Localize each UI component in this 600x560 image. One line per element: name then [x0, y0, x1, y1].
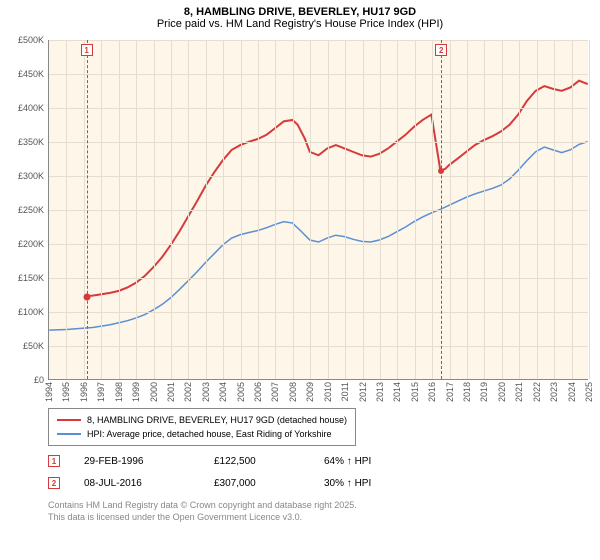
x-tick-label: 2014 — [392, 382, 402, 402]
y-tick-label: £200K — [8, 239, 44, 249]
x-tick-label: 2006 — [253, 382, 263, 402]
event-price-1: £122,500 — [214, 456, 324, 467]
y-tick-label: £50K — [8, 341, 44, 351]
attribution: Contains HM Land Registry data © Crown c… — [48, 500, 357, 523]
x-tick-label: 2001 — [166, 382, 176, 402]
event-flag-2: 2 — [435, 44, 447, 56]
x-tick-label: 2011 — [340, 382, 350, 401]
y-tick-label: £450K — [8, 69, 44, 79]
x-tick-label: 2013 — [375, 382, 385, 402]
x-tick-label: 2020 — [497, 382, 507, 402]
legend-label-price-paid: 8, HAMBLING DRIVE, BEVERLEY, HU17 9GD (d… — [87, 415, 347, 425]
legend-label-hpi: HPI: Average price, detached house, East… — [87, 429, 332, 439]
chart-title-block: 8, HAMBLING DRIVE, BEVERLEY, HU17 9GD Pr… — [0, 0, 600, 34]
event-marker-1: 1 — [48, 455, 60, 467]
legend: 8, HAMBLING DRIVE, BEVERLEY, HU17 9GD (d… — [48, 408, 356, 446]
plot-area: 12 — [48, 40, 588, 380]
legend-row-price-paid: 8, HAMBLING DRIVE, BEVERLEY, HU17 9GD (d… — [57, 413, 347, 427]
x-tick-label: 2017 — [445, 382, 455, 402]
x-tick-label: 2005 — [236, 382, 246, 402]
legend-swatch-hpi — [57, 433, 81, 435]
event-vline-1 — [87, 40, 88, 379]
y-tick-label: £150K — [8, 273, 44, 283]
chart-title-line1: 8, HAMBLING DRIVE, BEVERLEY, HU17 9GD — [0, 6, 600, 18]
y-tick-label: £0 — [8, 375, 44, 385]
x-tick-label: 2019 — [479, 382, 489, 402]
y-tick-label: £100K — [8, 307, 44, 317]
x-tick-label: 2023 — [549, 382, 559, 402]
x-tick-label: 2024 — [567, 382, 577, 402]
series-line-price_paid — [87, 81, 588, 296]
x-tick-label: 2003 — [201, 382, 211, 402]
x-tick-label: 1994 — [44, 382, 54, 402]
x-tick-label: 2009 — [305, 382, 315, 402]
x-tick-label: 2025 — [584, 382, 594, 402]
legend-row-hpi: HPI: Average price, detached house, East… — [57, 427, 347, 441]
x-tick-label: 2022 — [532, 382, 542, 402]
event-row-1: 1 29-FEB-1996 £122,500 64% ↑ HPI — [48, 450, 414, 472]
x-tick-label: 1999 — [131, 382, 141, 402]
event-vline-2 — [441, 40, 442, 379]
x-tick-label: 2016 — [427, 382, 437, 402]
x-tick-label: 2002 — [183, 382, 193, 402]
x-tick-label: 2018 — [462, 382, 472, 402]
attribution-line2: This data is licensed under the Open Gov… — [48, 512, 357, 524]
attribution-line1: Contains HM Land Registry data © Crown c… — [48, 500, 357, 512]
x-tick-label: 2021 — [514, 382, 524, 402]
y-tick-label: £250K — [8, 205, 44, 215]
x-tick-label: 2007 — [270, 382, 280, 402]
x-tick-label: 2008 — [288, 382, 298, 402]
series-line-hpi — [49, 142, 587, 330]
y-tick-label: £350K — [8, 137, 44, 147]
chart-title-line2: Price paid vs. HM Land Registry's House … — [0, 18, 600, 30]
event-dot-1 — [83, 293, 90, 300]
y-tick-label: £300K — [8, 171, 44, 181]
x-tick-label: 2012 — [358, 382, 368, 402]
y-tick-label: £500K — [8, 35, 44, 45]
event-row-2: 2 08-JUL-2016 £307,000 30% ↑ HPI — [48, 472, 414, 494]
event-flag-1: 1 — [81, 44, 93, 56]
event-dot-2 — [438, 168, 444, 174]
x-tick-label: 1997 — [96, 382, 106, 402]
x-tick-label: 2015 — [410, 382, 420, 402]
chart-container: 12 £0£50K£100K£150K£200K£250K£300K£350K£… — [8, 40, 592, 402]
event-date-1: 29-FEB-1996 — [84, 456, 214, 467]
x-tick-label: 1995 — [61, 382, 71, 402]
y-tick-label: £400K — [8, 103, 44, 113]
x-tick-label: 1996 — [79, 382, 89, 402]
event-price-2: £307,000 — [214, 478, 324, 489]
x-tick-label: 1998 — [114, 382, 124, 402]
legend-swatch-price-paid — [57, 419, 81, 421]
events-table: 1 29-FEB-1996 £122,500 64% ↑ HPI 2 08-JU… — [48, 450, 414, 494]
x-tick-label: 2000 — [149, 382, 159, 402]
x-tick-label: 2004 — [218, 382, 228, 402]
event-delta-2: 30% ↑ HPI — [324, 478, 414, 489]
event-delta-1: 64% ↑ HPI — [324, 456, 414, 467]
event-marker-2: 2 — [48, 477, 60, 489]
event-date-2: 08-JUL-2016 — [84, 478, 214, 489]
x-tick-label: 2010 — [323, 382, 333, 402]
